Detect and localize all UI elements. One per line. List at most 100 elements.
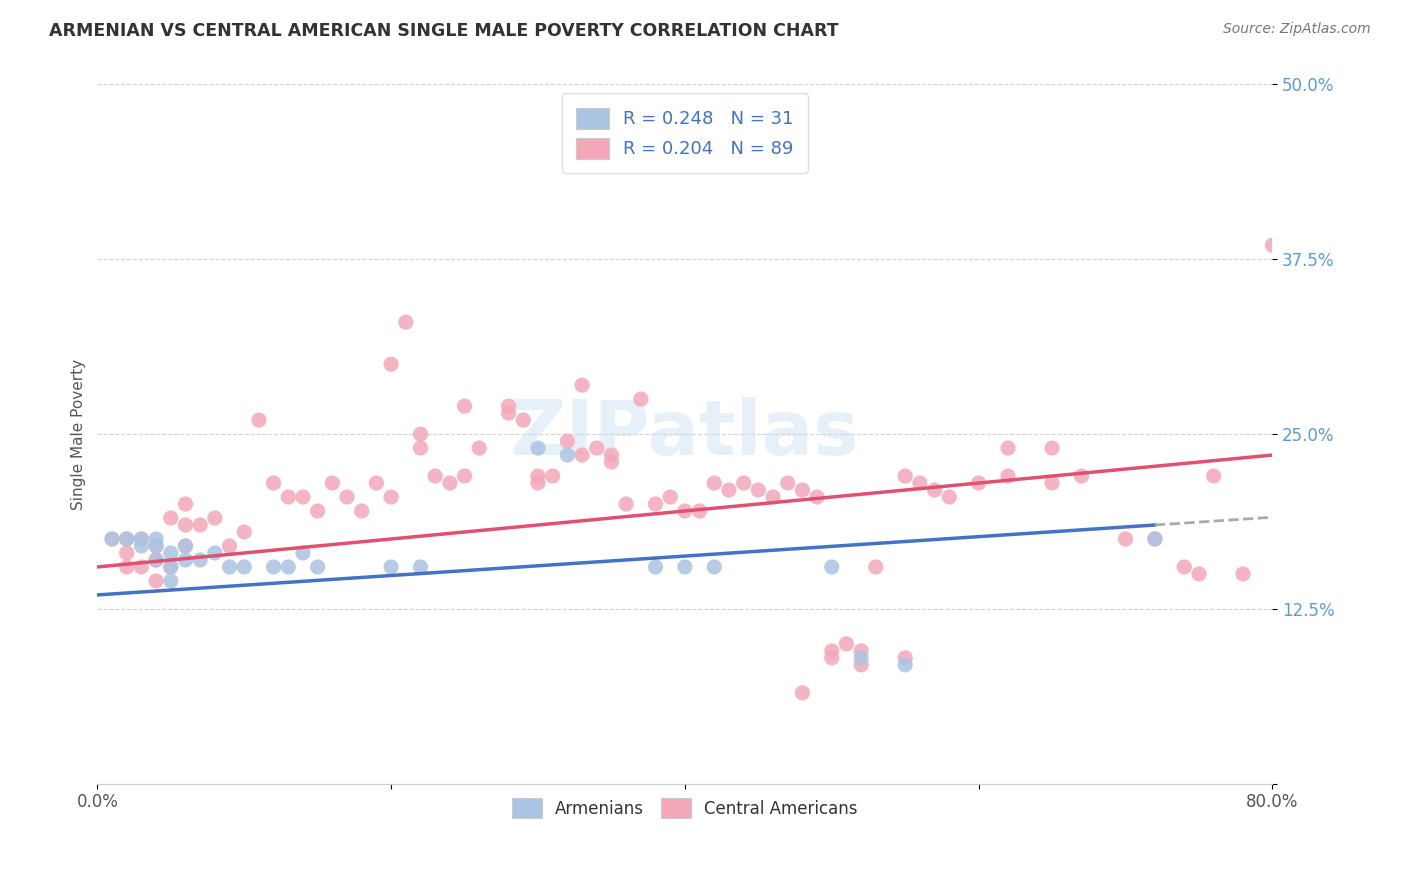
Point bbox=[174, 497, 197, 511]
Point bbox=[821, 644, 844, 658]
Point bbox=[115, 560, 138, 574]
Point bbox=[703, 560, 725, 574]
Legend: Armenians, Central Americans: Armenians, Central Americans bbox=[505, 792, 865, 824]
Point bbox=[659, 490, 682, 504]
Point bbox=[159, 560, 181, 574]
Point bbox=[717, 483, 740, 497]
Point bbox=[159, 574, 181, 588]
Point bbox=[263, 560, 285, 574]
Point bbox=[277, 560, 299, 574]
Point bbox=[336, 490, 359, 504]
Point bbox=[644, 497, 666, 511]
Point bbox=[468, 441, 491, 455]
Point bbox=[115, 532, 138, 546]
Point bbox=[174, 518, 197, 533]
Text: ARMENIAN VS CENTRAL AMERICAN SINGLE MALE POVERTY CORRELATION CHART: ARMENIAN VS CENTRAL AMERICAN SINGLE MALE… bbox=[49, 22, 839, 40]
Point bbox=[145, 539, 167, 553]
Point bbox=[233, 560, 256, 574]
Point bbox=[380, 357, 402, 371]
Point bbox=[409, 441, 432, 455]
Point bbox=[1115, 532, 1137, 546]
Point bbox=[204, 546, 226, 560]
Point bbox=[453, 399, 475, 413]
Point bbox=[350, 504, 373, 518]
Point bbox=[571, 378, 593, 392]
Point bbox=[174, 539, 197, 553]
Point bbox=[557, 434, 579, 448]
Point bbox=[1202, 469, 1225, 483]
Point bbox=[366, 476, 388, 491]
Point bbox=[571, 448, 593, 462]
Point bbox=[630, 392, 652, 406]
Point bbox=[1232, 566, 1254, 581]
Point bbox=[263, 476, 285, 491]
Point bbox=[1261, 238, 1284, 252]
Point bbox=[291, 546, 314, 560]
Point bbox=[762, 490, 785, 504]
Point bbox=[1173, 560, 1195, 574]
Point bbox=[585, 441, 607, 455]
Point bbox=[174, 539, 197, 553]
Point bbox=[188, 518, 211, 533]
Point bbox=[131, 532, 153, 546]
Point bbox=[409, 427, 432, 442]
Point bbox=[101, 532, 124, 546]
Point bbox=[1040, 476, 1063, 491]
Point bbox=[131, 539, 153, 553]
Point bbox=[188, 553, 211, 567]
Point bbox=[527, 441, 550, 455]
Point bbox=[967, 476, 990, 491]
Point bbox=[307, 560, 329, 574]
Point bbox=[233, 524, 256, 539]
Text: ZIPatlas: ZIPatlas bbox=[510, 397, 859, 471]
Point bbox=[159, 511, 181, 525]
Point bbox=[425, 469, 447, 483]
Point bbox=[894, 651, 917, 665]
Point bbox=[115, 532, 138, 546]
Point bbox=[453, 469, 475, 483]
Point bbox=[806, 490, 828, 504]
Point bbox=[600, 448, 623, 462]
Point bbox=[307, 504, 329, 518]
Point bbox=[703, 476, 725, 491]
Point bbox=[145, 553, 167, 567]
Point bbox=[159, 560, 181, 574]
Point bbox=[527, 469, 550, 483]
Point bbox=[218, 539, 240, 553]
Point bbox=[821, 651, 844, 665]
Point bbox=[600, 455, 623, 469]
Point bbox=[835, 637, 858, 651]
Point bbox=[277, 490, 299, 504]
Point bbox=[849, 657, 872, 672]
Point bbox=[321, 476, 343, 491]
Point bbox=[498, 399, 520, 413]
Point bbox=[380, 490, 402, 504]
Point bbox=[541, 469, 564, 483]
Point bbox=[673, 504, 696, 518]
Point bbox=[776, 476, 799, 491]
Point bbox=[673, 560, 696, 574]
Point bbox=[131, 532, 153, 546]
Point bbox=[380, 560, 402, 574]
Point bbox=[792, 483, 814, 497]
Point bbox=[204, 511, 226, 525]
Point bbox=[894, 657, 917, 672]
Y-axis label: Single Male Poverty: Single Male Poverty bbox=[72, 359, 86, 509]
Point bbox=[908, 476, 931, 491]
Point bbox=[865, 560, 887, 574]
Point bbox=[1040, 441, 1063, 455]
Point bbox=[159, 546, 181, 560]
Point bbox=[997, 441, 1019, 455]
Point bbox=[131, 560, 153, 574]
Point bbox=[145, 553, 167, 567]
Point bbox=[498, 406, 520, 420]
Point bbox=[821, 560, 844, 574]
Point bbox=[644, 560, 666, 574]
Point bbox=[174, 553, 197, 567]
Point bbox=[792, 686, 814, 700]
Point bbox=[409, 560, 432, 574]
Text: Source: ZipAtlas.com: Source: ZipAtlas.com bbox=[1223, 22, 1371, 37]
Point bbox=[115, 546, 138, 560]
Point bbox=[395, 315, 418, 329]
Point bbox=[557, 448, 579, 462]
